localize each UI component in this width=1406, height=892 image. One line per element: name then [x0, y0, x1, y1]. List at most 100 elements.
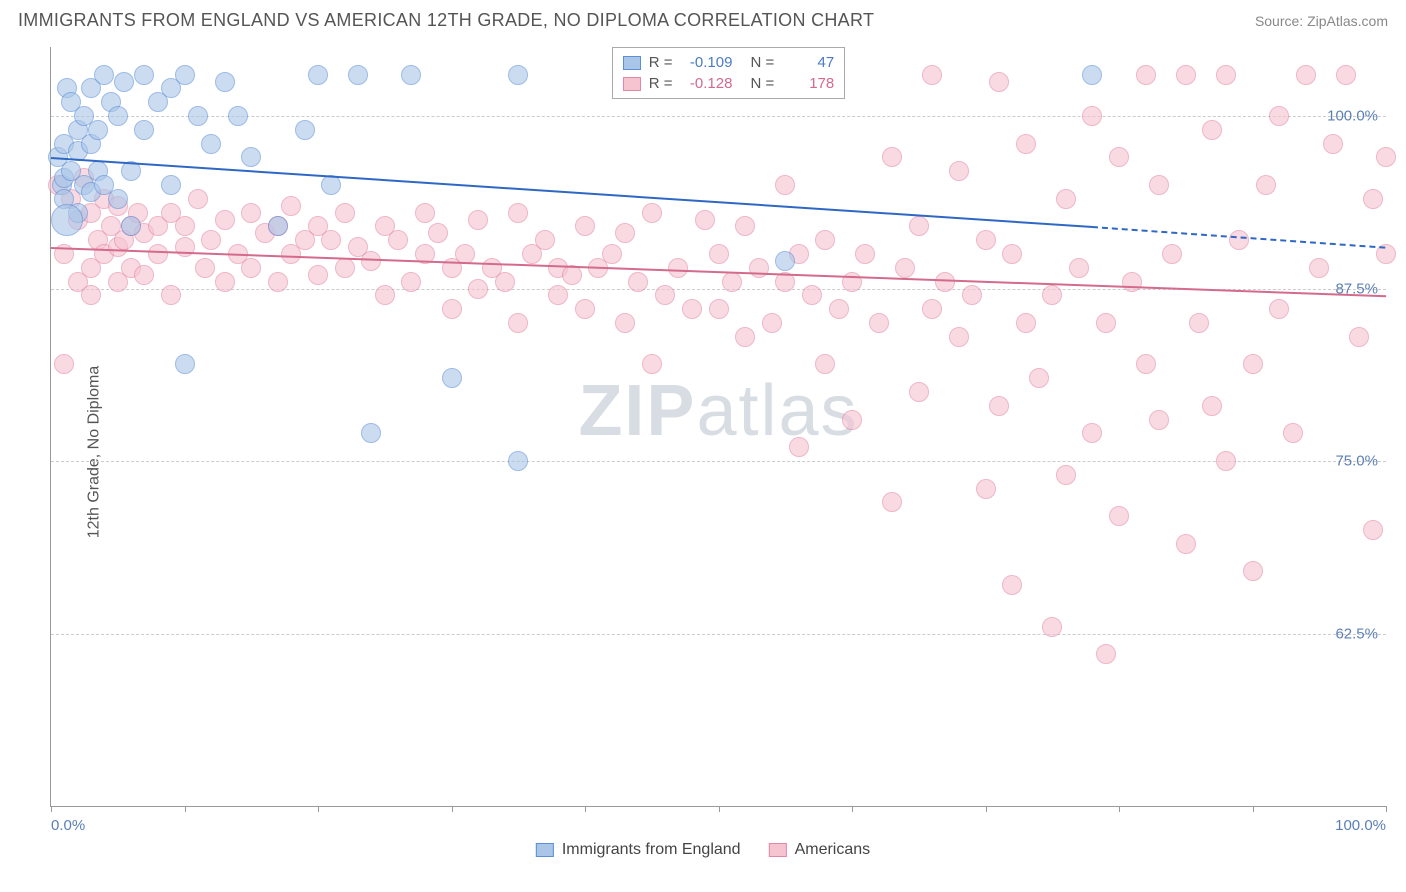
scatter-point	[949, 327, 969, 347]
legend-n-label: N =	[750, 54, 774, 71]
scatter-point	[175, 216, 195, 236]
scatter-point	[1082, 423, 1102, 443]
scatter-point	[1283, 423, 1303, 443]
scatter-point	[1256, 175, 1276, 195]
scatter-point	[1323, 134, 1343, 154]
scatter-point	[508, 203, 528, 223]
x-tick	[986, 806, 987, 812]
scatter-point-large	[51, 204, 83, 236]
scatter-point	[94, 65, 114, 85]
y-tick-label: 75.0%	[1335, 453, 1378, 470]
scatter-point	[976, 230, 996, 250]
scatter-point	[895, 258, 915, 278]
scatter-point	[495, 272, 515, 292]
legend-label: Americans	[795, 841, 871, 859]
scatter-point	[361, 423, 381, 443]
legend-item: Americans	[769, 841, 871, 859]
scatter-point	[602, 244, 622, 264]
scatter-point	[1056, 465, 1076, 485]
scatter-point	[1149, 410, 1169, 430]
watermark: ZIPatlas	[578, 370, 858, 452]
legend-label: Immigrants from England	[562, 841, 741, 859]
scatter-point	[401, 272, 421, 292]
scatter-point	[1243, 561, 1263, 581]
chart-title: IMMIGRANTS FROM ENGLAND VS AMERICAN 12TH…	[18, 10, 874, 31]
chart-header: IMMIGRANTS FROM ENGLAND VS AMERICAN 12TH…	[0, 0, 1406, 37]
trend-line	[51, 157, 1092, 228]
scatter-point	[842, 272, 862, 292]
scatter-point	[348, 65, 368, 85]
scatter-point	[161, 175, 181, 195]
scatter-point	[88, 120, 108, 140]
scatter-point	[195, 258, 215, 278]
scatter-point	[1243, 354, 1263, 374]
x-tick	[852, 806, 853, 812]
scatter-point	[268, 216, 288, 236]
x-tick	[1119, 806, 1120, 812]
scatter-point	[575, 216, 595, 236]
scatter-point	[815, 230, 835, 250]
scatter-point	[1162, 244, 1182, 264]
legend-stats: R =-0.109N =47R =-0.128N =178	[612, 47, 846, 99]
gridline	[51, 116, 1386, 117]
scatter-point	[175, 354, 195, 374]
scatter-point	[1376, 147, 1396, 167]
scatter-point	[1363, 520, 1383, 540]
scatter-point	[1069, 258, 1089, 278]
scatter-point	[1096, 644, 1116, 664]
gridline	[51, 461, 1386, 462]
scatter-point	[228, 106, 248, 126]
scatter-point	[682, 299, 702, 319]
scatter-point	[1296, 65, 1316, 85]
gridline	[51, 634, 1386, 635]
scatter-point	[1109, 147, 1129, 167]
scatter-point	[321, 230, 341, 250]
scatter-point	[548, 285, 568, 305]
scatter-point	[442, 299, 462, 319]
scatter-point	[628, 272, 648, 292]
scatter-point	[268, 272, 288, 292]
legend-r-label: R =	[649, 75, 673, 92]
scatter-point	[1096, 313, 1116, 333]
scatter-point	[989, 72, 1009, 92]
scatter-point	[442, 368, 462, 388]
x-tick	[719, 806, 720, 812]
legend-item: Immigrants from England	[536, 841, 741, 859]
scatter-point	[989, 396, 1009, 416]
scatter-point	[775, 251, 795, 271]
scatter-point	[1269, 106, 1289, 126]
scatter-point	[428, 223, 448, 243]
y-tick-label: 62.5%	[1335, 625, 1378, 642]
scatter-point	[508, 313, 528, 333]
scatter-point	[241, 147, 261, 167]
scatter-point	[134, 120, 154, 140]
x-tick	[585, 806, 586, 812]
scatter-point	[922, 65, 942, 85]
x-tick	[318, 806, 319, 812]
scatter-point	[1016, 134, 1036, 154]
scatter-point	[54, 354, 74, 374]
scatter-point	[855, 244, 875, 264]
x-tick	[185, 806, 186, 812]
scatter-point	[615, 223, 635, 243]
scatter-point	[1189, 313, 1209, 333]
x-tick	[1386, 806, 1387, 812]
scatter-point	[108, 106, 128, 126]
chart-area: 12th Grade, No Diploma ZIPatlas 62.5%75.…	[0, 37, 1406, 867]
scatter-point	[508, 451, 528, 471]
scatter-point	[962, 285, 982, 305]
scatter-point	[642, 354, 662, 374]
legend-bottom: Immigrants from England Americans	[536, 841, 870, 859]
scatter-point	[121, 216, 141, 236]
scatter-point	[762, 313, 782, 333]
scatter-point	[735, 327, 755, 347]
scatter-point	[215, 72, 235, 92]
legend-r-value: -0.128	[680, 75, 732, 92]
scatter-point	[1309, 258, 1329, 278]
scatter-point	[335, 258, 355, 278]
scatter-point	[468, 210, 488, 230]
scatter-point	[81, 285, 101, 305]
scatter-point	[1202, 396, 1222, 416]
scatter-point	[1216, 451, 1236, 471]
scatter-point	[1202, 120, 1222, 140]
